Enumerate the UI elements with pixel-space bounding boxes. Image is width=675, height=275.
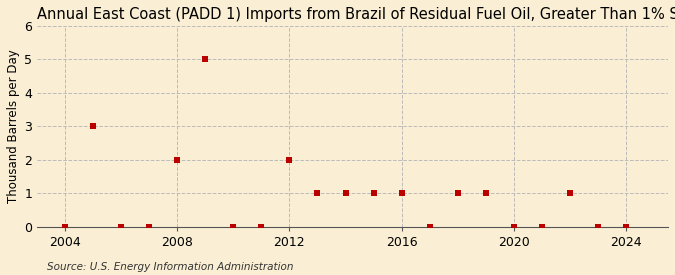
Y-axis label: Thousand Barrels per Day: Thousand Barrels per Day — [7, 50, 20, 203]
Point — [452, 191, 463, 196]
Text: Source: U.S. Energy Information Administration: Source: U.S. Energy Information Administ… — [47, 262, 294, 272]
Point — [59, 225, 70, 229]
Point — [368, 191, 379, 196]
Point — [284, 158, 295, 162]
Point — [144, 225, 155, 229]
Point — [115, 225, 126, 229]
Point — [564, 191, 575, 196]
Point — [228, 225, 239, 229]
Point — [200, 57, 211, 62]
Point — [312, 191, 323, 196]
Text: Annual East Coast (PADD 1) Imports from Brazil of Residual Fuel Oil, Greater Tha: Annual East Coast (PADD 1) Imports from … — [37, 7, 675, 22]
Point — [508, 225, 519, 229]
Point — [537, 225, 547, 229]
Point — [425, 225, 435, 229]
Point — [481, 191, 491, 196]
Point — [256, 225, 267, 229]
Point — [593, 225, 603, 229]
Point — [620, 225, 631, 229]
Point — [172, 158, 183, 162]
Point — [88, 124, 99, 128]
Point — [396, 191, 407, 196]
Point — [340, 191, 351, 196]
